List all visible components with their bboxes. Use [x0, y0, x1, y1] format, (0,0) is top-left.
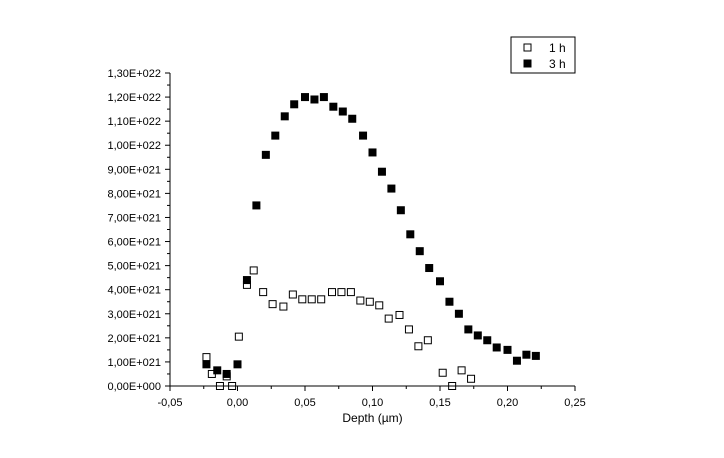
data-point [310, 95, 319, 104]
data-point [359, 131, 368, 140]
data-point [298, 295, 307, 304]
legend-label: 3 h [549, 57, 566, 71]
x-tick-label: 0,00 [227, 397, 248, 409]
data-point [492, 343, 501, 352]
data-point [454, 309, 463, 318]
data-point [531, 351, 540, 360]
data-point [377, 167, 386, 176]
data-point [233, 360, 242, 369]
x-tick-label: 0,15 [429, 397, 450, 409]
data-point [503, 345, 512, 354]
y-tick-label: 1,30E+022 [107, 68, 161, 80]
data-point [415, 247, 424, 256]
data-point [522, 350, 531, 359]
data-point [252, 201, 261, 210]
data-point [414, 342, 423, 351]
data-point [280, 112, 289, 121]
data-point [457, 366, 466, 375]
y-tick-label: 0,00E+000 [107, 381, 161, 393]
data-point [288, 290, 297, 299]
data-point [423, 336, 432, 345]
data-point [512, 356, 521, 365]
y-tick-label: 1,10E+022 [107, 116, 161, 128]
data-point [328, 288, 336, 297]
y-tick-label: 2,00E+021 [107, 333, 161, 345]
legend-box [510, 36, 576, 74]
x-tick-label: 0,20 [497, 397, 518, 409]
legend-marker [523, 43, 532, 52]
data-point [473, 331, 482, 340]
data-point [348, 114, 357, 123]
y-tick-label: 3,00E+021 [107, 309, 161, 321]
data-point [404, 325, 413, 334]
data-point [445, 297, 454, 306]
x-tick-label: 0,25 [564, 397, 585, 409]
data-point [346, 288, 355, 297]
y-tick-label: 7,00E+021 [107, 212, 161, 224]
data-point [384, 314, 393, 323]
data-point [301, 93, 309, 102]
data-point [202, 353, 211, 362]
data-point [259, 288, 268, 297]
y-tick-label: 6,00E+021 [107, 237, 161, 249]
data-point [319, 93, 328, 102]
data-point [406, 230, 415, 239]
data-point [337, 288, 346, 297]
data-point [202, 360, 211, 369]
data-point [467, 374, 476, 383]
data-point [387, 184, 396, 193]
y-tick-label: 1,20E+022 [107, 92, 161, 104]
y-axis-ticks: 0,00E+000 1,00E+021 2,00E+021 3,00E+021 4,00… [107, 68, 170, 393]
data-point [338, 107, 347, 116]
data-point [438, 368, 447, 377]
legend-label: 1 h [549, 41, 566, 55]
y-tick-label: 1,00E+022 [107, 140, 161, 152]
data-point [396, 206, 405, 215]
y-tick-label: 9,00E+021 [107, 164, 161, 176]
data-point [317, 295, 326, 304]
data-point [290, 100, 299, 109]
x-tick-label: 0,10 [362, 397, 383, 409]
data-point [222, 369, 231, 378]
series-3h [202, 93, 540, 378]
data-point [279, 302, 288, 311]
data-point [329, 102, 338, 111]
data-point [249, 266, 258, 275]
data-point [307, 295, 316, 304]
x-tick-label: 0,05 [294, 397, 315, 409]
series-1h [202, 266, 476, 390]
x-axis-ticks: -0,05 0,00 0,05 0,10 0,15 0,20 0,25 [157, 386, 586, 409]
y-tick-label: 8,00E+021 [107, 188, 161, 200]
x-tick-label: -0,05 [157, 397, 182, 409]
data-point [356, 296, 365, 305]
legend: 1 h3 h [510, 36, 576, 74]
data-point [234, 332, 243, 341]
legend-marker [523, 59, 532, 68]
data-point [464, 325, 473, 334]
data-point [375, 301, 384, 310]
y-tick-label: 5,00E+021 [107, 261, 161, 273]
data-point [395, 310, 404, 319]
y-tick-label: 1,00E+021 [107, 357, 161, 369]
data-point [261, 150, 270, 159]
data-point [436, 277, 444, 286]
data-point [368, 148, 377, 157]
data-point [213, 366, 222, 375]
data-point [242, 276, 251, 285]
data-point [365, 297, 374, 306]
data-series-layer [202, 93, 540, 390]
y-tick-label: 4,00E+021 [107, 285, 161, 297]
data-point [268, 300, 277, 309]
x-axis-title: Depth (µm) [342, 411, 402, 425]
data-point [271, 131, 280, 140]
data-point [483, 336, 492, 345]
data-point [425, 264, 434, 273]
